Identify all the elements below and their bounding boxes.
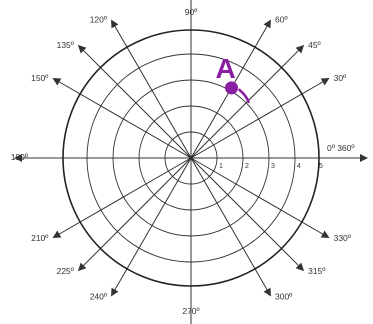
- angle-label-120: 120º: [90, 14, 107, 24]
- angle-label-180: 180º: [11, 152, 28, 162]
- angle-label-300: 300º: [275, 292, 292, 302]
- ray-225: [77, 157, 192, 272]
- ray-120: [110, 19, 192, 159]
- angle-label-315: 315º: [308, 266, 325, 276]
- radius-label-5: 5: [319, 163, 323, 170]
- ray-135: [77, 44, 192, 159]
- ring-4: [86, 53, 296, 263]
- radius-label-4: 4: [297, 163, 301, 170]
- angle-label-240: 240º: [90, 292, 107, 302]
- angle-label-30: 30º: [334, 73, 347, 83]
- angle-tick-labels: 0º 360º 30º 45º 60º 90º 120º 135º 150º 180º 210º 2…: [11, 7, 355, 316]
- point-a-marker: [225, 81, 238, 95]
- angle-label-330: 330º: [334, 233, 351, 243]
- angle-label-270: 270º: [182, 306, 199, 316]
- angle-label-0: 0º 360º: [327, 143, 354, 153]
- ray-45: [190, 44, 305, 159]
- point-a-label: A: [216, 53, 236, 84]
- angle-label-135: 135º: [57, 40, 74, 50]
- ray-150: [52, 77, 192, 159]
- radius-label-3: 3: [271, 163, 275, 170]
- angle-label-210: 210º: [31, 233, 48, 243]
- ray-300: [190, 157, 272, 297]
- ring-5: [62, 29, 320, 287]
- ring-3: [112, 79, 270, 237]
- radius-label-1: 1: [219, 163, 223, 170]
- ring-2: [138, 105, 244, 211]
- point-a-arrow: [238, 88, 250, 104]
- angle-label-90: 90º: [185, 7, 198, 17]
- angle-label-150: 150º: [31, 73, 48, 83]
- ray-315: [190, 157, 305, 272]
- ray-30: [190, 77, 330, 159]
- ray-210: [52, 157, 192, 239]
- angle-label-45: 45º: [308, 40, 321, 50]
- radius-rings: [62, 29, 320, 287]
- plotted-point-group: A: [216, 53, 250, 104]
- radius-label-2: 2: [245, 163, 249, 170]
- ray-240: [110, 157, 192, 297]
- ring-1: [164, 131, 218, 185]
- angle-label-225: 225º: [57, 266, 74, 276]
- radius-tick-labels: 1 2 3 4 5: [219, 163, 323, 170]
- ray-330: [190, 157, 330, 239]
- angle-label-60: 60º: [275, 14, 288, 24]
